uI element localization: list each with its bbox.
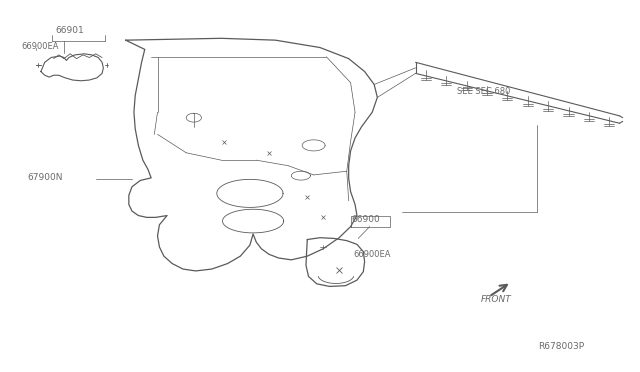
Text: 66900EA: 66900EA [354,250,391,259]
Text: 66900: 66900 [352,215,381,224]
Text: R678003P: R678003P [538,342,584,351]
Text: 66900EA: 66900EA [22,42,60,51]
Text: SEE SEC.680: SEE SEC.680 [457,87,510,96]
Text: 67900N: 67900N [27,173,62,182]
Text: 66901: 66901 [56,26,84,35]
Text: FRONT: FRONT [481,295,511,304]
